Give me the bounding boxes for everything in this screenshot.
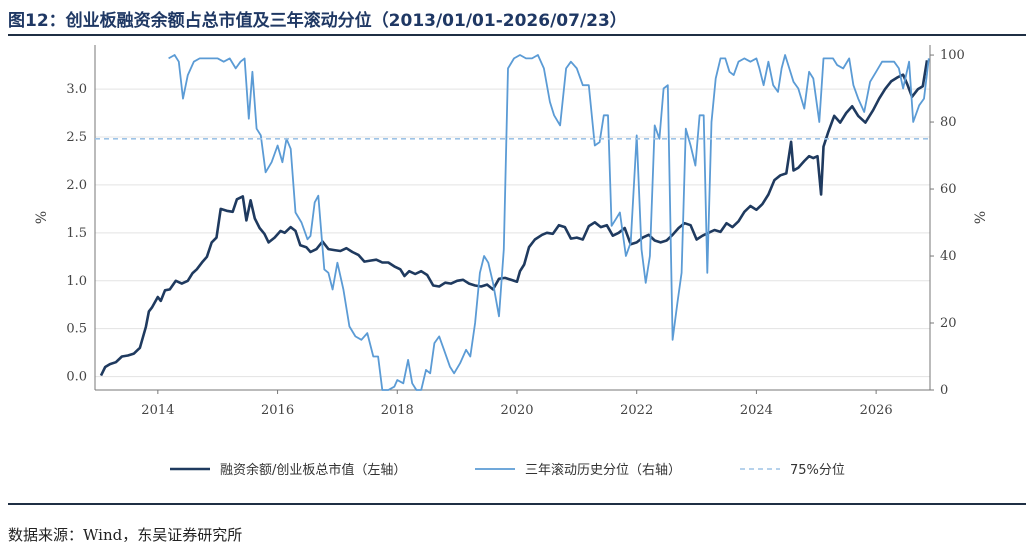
x-tick-label: 2024 — [740, 403, 773, 418]
legend-label-3: 75%分位 — [790, 463, 845, 478]
y-left-tick-label: 1.0 — [66, 274, 87, 289]
data-source-note: 数据来源：Wind，东吴证券研究所 — [8, 526, 243, 544]
x-tick-label: 2014 — [141, 403, 174, 418]
legend-label-1: 融资余额/创业板总市值（左轴） — [220, 462, 406, 478]
y-left-tick-label: 2.5 — [66, 130, 87, 145]
source-divider — [8, 503, 1026, 505]
y-right-tick-label: 40 — [940, 249, 957, 264]
y-right-tick-label: 80 — [940, 115, 957, 130]
y-right-tick-label: 0 — [940, 383, 948, 398]
series-1-line — [99, 60, 929, 377]
y-left-tick-label: 2.0 — [66, 178, 87, 193]
legend-label-2: 三年滚动历史分位（右轴） — [525, 462, 681, 478]
series-2-line — [168, 54, 930, 391]
chart-title: 图12：创业板融资余额占总市值及三年滚动分位（2013/01/01-2026/0… — [8, 11, 627, 31]
x-tick-label: 2018 — [381, 403, 414, 418]
series-group — [95, 54, 930, 391]
y-left-tick-label: 0.5 — [66, 322, 87, 337]
y-left-tick-label: 3.0 — [66, 82, 87, 97]
axes: 0.0 0.5 1.0 1.5 2.0 2.5 3.0 0 20 40 60 80 100 2014 201… — [34, 45, 989, 418]
x-tick-label: 2020 — [500, 403, 533, 418]
y-left-tick-label: 0.0 — [66, 370, 87, 385]
line-chart: 0.0 0.5 1.0 1.5 2.0 2.5 3.0 0 20 40 60 80 100 2014 201… — [34, 45, 989, 478]
y-left-tick-label: 1.5 — [66, 226, 87, 241]
x-tick-label: 2022 — [620, 403, 653, 418]
y-right-tick-label: 60 — [940, 182, 957, 197]
y-right-tick-label: 100 — [940, 48, 965, 63]
y-right-tick-label: 20 — [940, 316, 957, 331]
title-divider — [8, 34, 1026, 36]
x-tick-label: 2016 — [261, 403, 294, 418]
y-left-axis-label: % — [34, 211, 50, 224]
x-tick-label: 2026 — [860, 403, 893, 418]
legend: 融资余额/创业板总市值（左轴） 三年滚动历史分位（右轴） 75%分位 — [170, 462, 845, 478]
y-right-axis-label: % — [973, 211, 989, 224]
grid-lines — [95, 88, 930, 378]
